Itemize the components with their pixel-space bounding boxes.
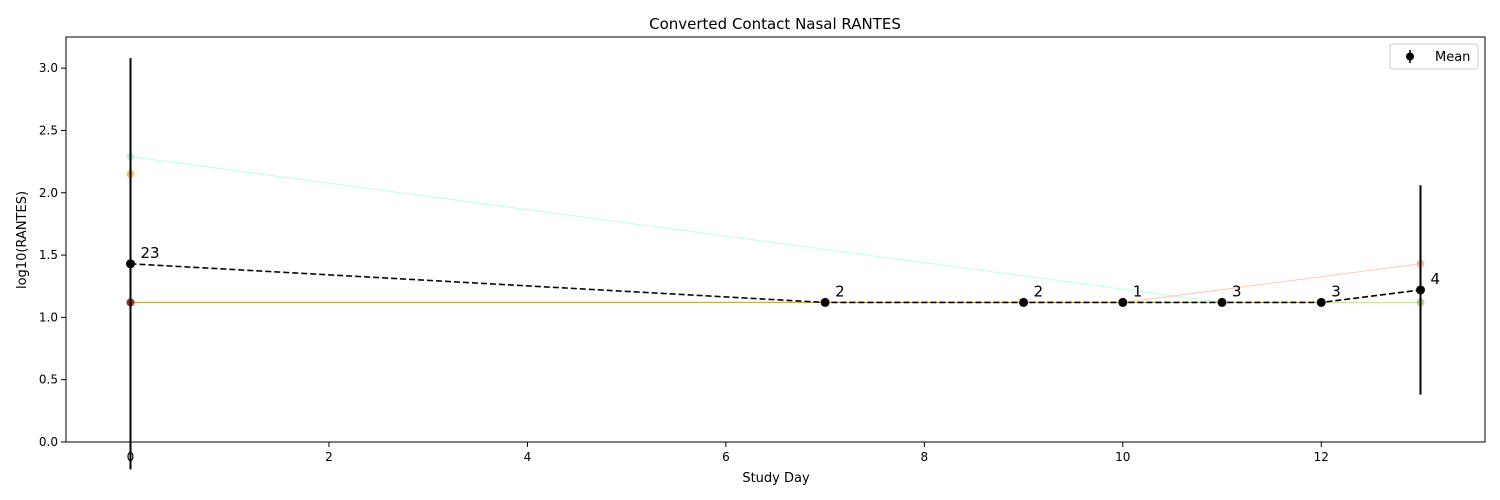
mean-point [1416,285,1425,295]
y-tick-label: 2.5 [39,123,58,137]
x-tick-label: 10 [1115,450,1130,464]
y-tick-label: 3.0 [39,61,58,75]
subject-line [130,263,1421,303]
y-tick-label: 0.5 [39,373,58,387]
legend-box [1389,43,1479,70]
y-tick-label: 1.5 [39,248,58,262]
mean-point [126,259,135,269]
mean-point [1316,297,1326,307]
y-axis: 0.0 0.5 1.0 1.5 2.0 2.5 3.0 [39,61,66,449]
y-tick-label: 0.0 [39,435,58,449]
mean-count-label: 3 [1232,282,1242,300]
x-tick-label: 0 [127,450,135,464]
x-tick-label: 8 [921,450,929,464]
mean-count-label: 4 [1431,270,1441,288]
chart-title: Converted Contact Nasal RANTES [649,15,901,33]
mean-point [820,297,830,307]
mean-count-label: 2 [835,282,845,300]
x-tick-label: 4 [524,450,532,464]
legend: Mean [1389,43,1479,70]
y-axis-title: log10(RANTES) [15,191,30,289]
mean-count-label: 23 [141,244,160,262]
y-tick-label: 2.0 [39,186,58,200]
mean-count-label: 2 [1034,282,1044,300]
y-tick-label: 1.0 [39,310,58,324]
plot-frame [65,36,1486,443]
mean-count-label: 1 [1133,282,1143,300]
plot-area: 23 2 2 1 3 3 4 [126,58,1441,470]
x-tick-label: 2 [325,450,333,464]
mean-point [1217,297,1227,307]
x-tick-label: 12 [1314,450,1329,464]
legend-mean-marker [1406,52,1414,61]
mean-count-label: 3 [1331,282,1341,300]
legend-mean-label: Mean [1435,50,1470,65]
x-tick-label: 6 [722,450,730,464]
mean-point [1118,297,1128,307]
x-axis-title: Study Day [742,471,810,486]
x-axis: 0 2 4 6 8 10 12 [127,442,1329,464]
mean-line [130,263,1421,304]
mean-point [1019,297,1029,307]
subject-line [130,156,1223,303]
